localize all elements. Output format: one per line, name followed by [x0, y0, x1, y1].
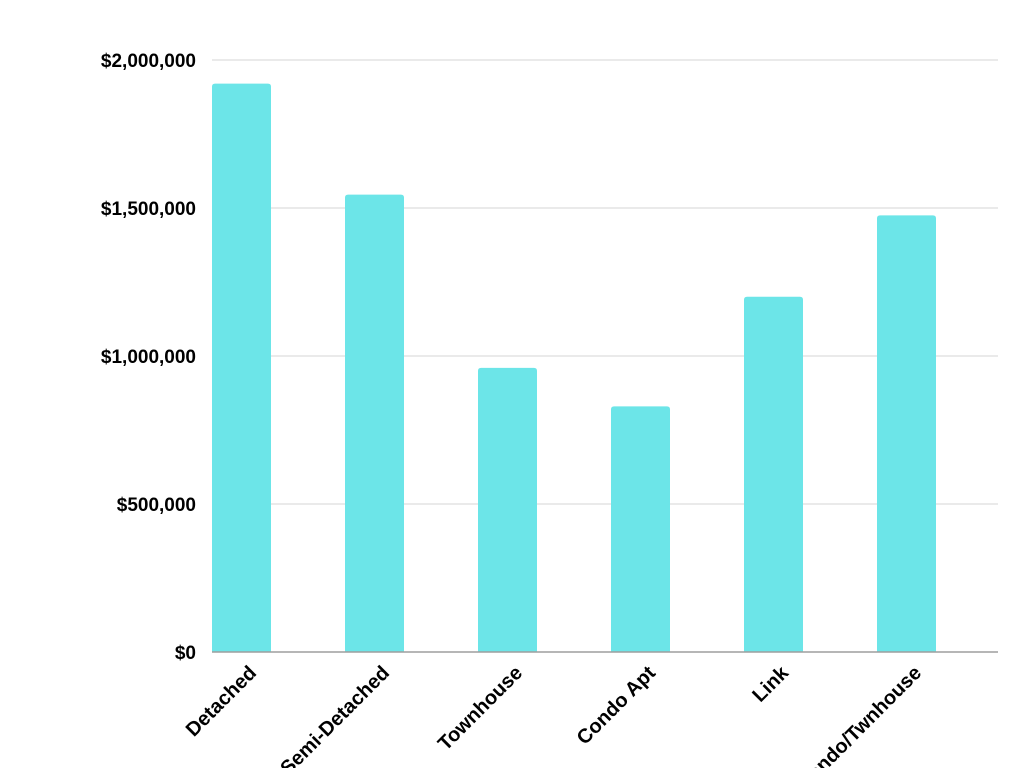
y-tick-label: $0 — [175, 643, 196, 664]
x-category-label: Link — [748, 661, 793, 706]
y-tick-label: $2,000,000 — [101, 51, 196, 72]
x-category-label: Townhouse — [434, 662, 527, 755]
gridlines — [212, 59, 998, 505]
y-tick-label: $1,000,000 — [101, 347, 196, 368]
x-axis-category-labels: Detached Semi-Detached Townhouse Condo Apt L… — [182, 661, 926, 768]
bar-condo-twnhouse — [877, 215, 936, 652]
bar-semi-detached — [345, 194, 404, 652]
x-category-label: Semi-Detached — [276, 662, 394, 768]
x-category-label: Condo/Twnhouse — [793, 662, 926, 768]
bar-detached — [212, 83, 271, 653]
y-axis-tick-labels: $0 $500,000 $1,000,000 $1,500,000 $2,000,000 — [101, 51, 196, 664]
x-category-label: Detached — [182, 662, 261, 741]
x-category-label: Condo Apt — [573, 662, 661, 750]
y-tick-label: $500,000 — [117, 495, 196, 516]
bars — [212, 83, 936, 653]
bar-link — [744, 296, 803, 652]
y-tick-label: $1,500,000 — [101, 199, 196, 220]
bar-townhouse — [478, 367, 537, 652]
bar-condo-apt — [611, 406, 670, 652]
